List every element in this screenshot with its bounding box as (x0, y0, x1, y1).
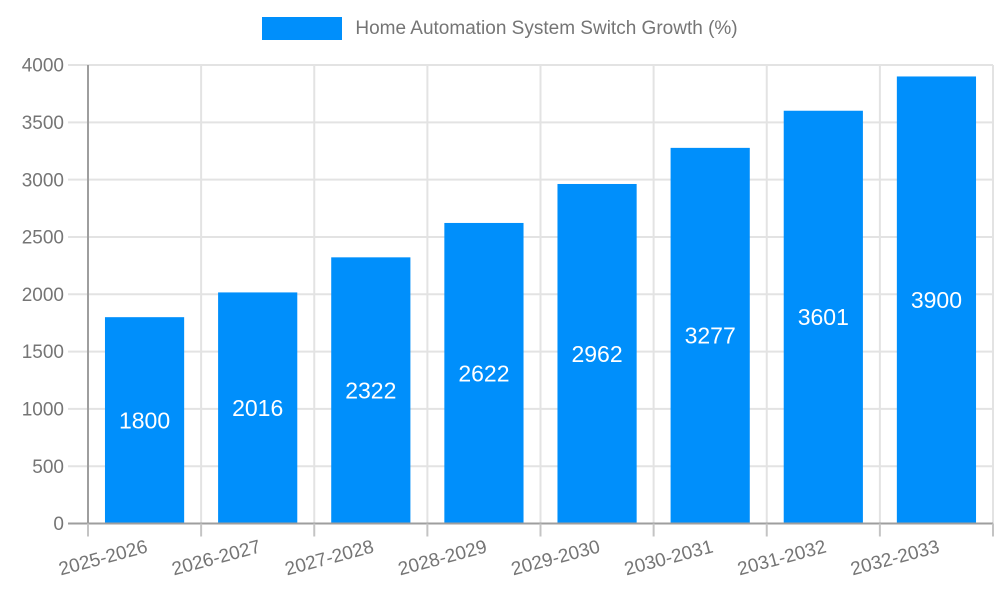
x-tick-label: 2026-2027 (170, 537, 263, 581)
bar[interactable] (670, 147, 750, 524)
bar[interactable] (331, 257, 411, 524)
bar-value-label: 2622 (458, 360, 509, 386)
x-tick-label: 2028-2029 (396, 537, 489, 581)
legend-label[interactable]: Home Automation System Switch Growth (%) (355, 17, 738, 39)
x-tick-label: 2031-2032 (735, 537, 828, 581)
bar-value-label: 3900 (911, 287, 962, 313)
y-tick-label: 4000 (22, 56, 64, 77)
bar-value-label: 3601 (798, 304, 849, 330)
x-tick-label: 2030-2031 (622, 537, 715, 581)
y-tick-label: 2500 (22, 228, 64, 249)
bar-value-label: 1800 (119, 407, 170, 433)
legend-swatch[interactable] (262, 17, 343, 40)
x-tick-label: 2025-2026 (57, 537, 150, 581)
bar[interactable] (783, 110, 863, 524)
bar-value-label: 2016 (232, 395, 283, 421)
x-tick-label: 2027-2028 (283, 537, 376, 581)
y-tick-label: 0 (53, 514, 64, 535)
bar[interactable] (557, 183, 637, 524)
legend: Home Automation System Switch Growth (%) (0, 17, 1000, 40)
y-tick-label: 3000 (22, 170, 64, 191)
y-tick-label: 1500 (22, 342, 64, 363)
bar[interactable] (218, 292, 298, 524)
x-tick-label: 2029-2030 (509, 537, 602, 581)
bar[interactable] (896, 76, 977, 524)
x-tick-label: 2032-2033 (849, 537, 942, 581)
bar-value-label: 2962 (571, 341, 622, 367)
y-tick-label: 1000 (22, 400, 64, 421)
y-tick-label: 2000 (22, 285, 64, 306)
y-tick-label: 500 (32, 457, 64, 478)
y-tick-label: 3500 (22, 113, 64, 134)
bar-value-label: 3277 (685, 323, 736, 349)
bar[interactable] (104, 317, 185, 524)
bar[interactable] (444, 222, 524, 524)
bar-value-label: 2322 (345, 377, 396, 403)
